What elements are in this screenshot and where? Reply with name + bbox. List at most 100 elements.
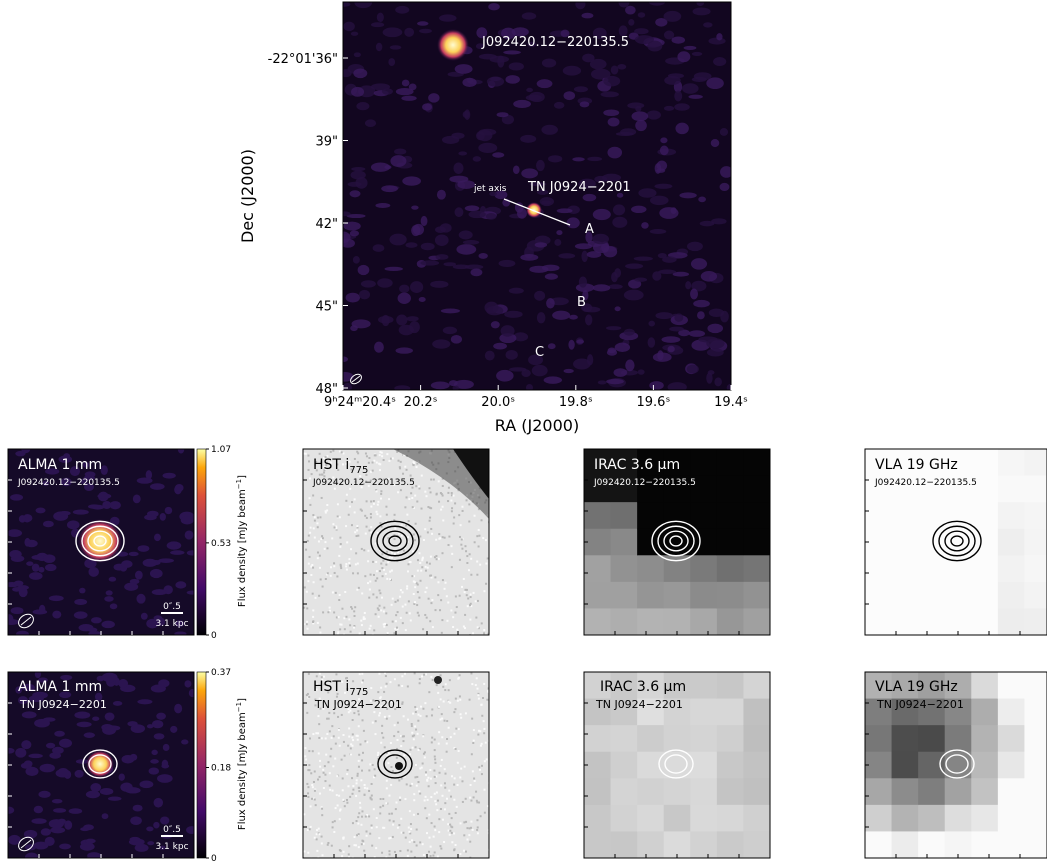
noise	[304, 747, 306, 749]
noise	[428, 851, 430, 853]
noise	[333, 831, 335, 833]
panel-target: TN J0924−2201	[595, 698, 683, 711]
noise	[437, 594, 439, 596]
noise	[349, 506, 351, 508]
noise	[386, 578, 388, 580]
noise	[133, 494, 141, 503]
noise	[375, 720, 377, 722]
noise	[526, 88, 533, 92]
noise	[322, 537, 324, 539]
noise	[417, 781, 419, 783]
noise	[97, 493, 111, 498]
noise	[49, 595, 64, 601]
noise	[328, 718, 330, 720]
noise	[459, 230, 473, 239]
noise	[668, 346, 675, 353]
noise	[451, 510, 453, 512]
noise	[346, 569, 348, 571]
pixel	[971, 608, 998, 635]
noise	[387, 762, 389, 764]
noise	[477, 694, 479, 696]
noise	[311, 473, 313, 475]
title-name: VLA 19 GHz	[875, 457, 958, 473]
pixel	[584, 778, 611, 805]
noise	[402, 473, 404, 475]
noise	[405, 242, 417, 248]
noise	[374, 775, 376, 777]
noise	[187, 591, 199, 595]
pixel	[865, 608, 892, 635]
noise	[454, 502, 456, 504]
noise	[409, 785, 411, 787]
noise	[564, 91, 576, 100]
noise	[414, 495, 416, 497]
noise	[306, 591, 308, 593]
noise	[31, 555, 44, 560]
noise	[477, 832, 479, 834]
noise	[415, 711, 417, 713]
noise	[354, 615, 356, 617]
noise	[326, 509, 328, 511]
noise	[407, 536, 409, 538]
noise	[669, 327, 684, 332]
noise	[414, 706, 416, 708]
noise	[449, 834, 451, 836]
noise	[456, 806, 458, 808]
noise	[412, 506, 414, 508]
noise	[332, 591, 334, 593]
noise	[325, 512, 327, 514]
noise	[370, 471, 372, 473]
pixel	[971, 582, 998, 609]
pixel	[1024, 725, 1047, 752]
noise	[316, 522, 318, 524]
noise	[466, 499, 468, 501]
noise	[408, 498, 410, 500]
scale-angle: 0″.5	[163, 825, 181, 835]
noise	[430, 556, 432, 558]
noise	[603, 109, 619, 116]
noise	[150, 483, 165, 490]
noise	[398, 824, 400, 826]
noise	[133, 805, 143, 812]
noise	[91, 617, 102, 623]
noise	[162, 760, 168, 769]
pixel	[971, 699, 998, 726]
noise	[90, 783, 101, 792]
noise	[422, 103, 432, 110]
noise	[381, 852, 383, 854]
noise	[414, 776, 416, 778]
noise	[334, 758, 336, 760]
noise	[380, 563, 382, 565]
noise	[435, 234, 449, 246]
x-tick-label: 19.6ˢ	[637, 395, 671, 410]
noise	[353, 610, 355, 612]
noise	[475, 600, 477, 602]
noise	[464, 766, 466, 768]
noise	[430, 855, 432, 857]
noise	[607, 349, 617, 356]
noise	[485, 563, 487, 565]
noise	[401, 832, 403, 834]
noise	[425, 771, 427, 773]
pixel	[717, 449, 744, 476]
noise	[86, 791, 100, 799]
noise	[306, 783, 308, 785]
noise	[339, 2, 351, 7]
noise	[331, 725, 333, 727]
noise	[304, 755, 306, 757]
noise	[380, 687, 382, 689]
noise	[376, 513, 378, 515]
noise	[409, 321, 420, 333]
noise	[441, 795, 443, 797]
noise	[367, 560, 369, 562]
noise	[450, 796, 452, 798]
noise	[434, 776, 436, 778]
noise	[689, 330, 705, 337]
pixel	[865, 805, 892, 832]
noise	[439, 845, 441, 847]
noise	[54, 731, 65, 737]
noise	[343, 837, 345, 839]
noise	[341, 69, 352, 77]
noise	[464, 545, 466, 547]
noise	[664, 106, 674, 111]
